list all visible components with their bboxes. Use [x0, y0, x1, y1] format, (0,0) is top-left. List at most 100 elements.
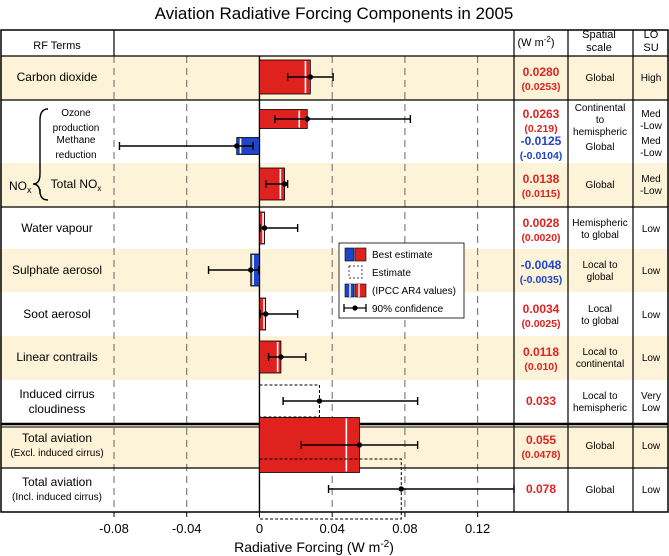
row-ipcc-value: (0.0478): [521, 449, 560, 461]
x-tick-label: 0.04: [320, 521, 345, 536]
estimate-dot: [304, 116, 310, 122]
row-ipcc-value: (0.219): [524, 123, 557, 135]
row-scale: Global: [586, 142, 615, 153]
x-axis-label-close: ): [389, 539, 394, 555]
header-units-a: (W m: [517, 37, 543, 49]
row-ipcc-value: (0.0253): [521, 81, 560, 93]
row-scale: Hemispheric: [572, 218, 628, 229]
legend-swatch-estimate: [348, 265, 363, 279]
row-scale: Global: [586, 441, 615, 452]
row-scale: Local to: [582, 260, 617, 271]
x-axis-label-sup: -2: [380, 539, 389, 550]
estimate-dot: [281, 181, 288, 187]
row-label: Ozone: [61, 108, 91, 119]
row-label: Linear contrails: [16, 350, 97, 364]
row-label: reduction: [55, 150, 96, 161]
row-value: 0.0280: [523, 65, 560, 79]
row-label: (Incl. induced cirrus): [12, 492, 102, 503]
header-units-b: ): [551, 37, 555, 49]
row-ipcc-value: (0.0025): [521, 318, 560, 330]
legend-ipcc-label: (IPCC AR4 values): [372, 286, 456, 297]
row-ipcc-value: (-0.0104): [520, 150, 563, 162]
row-scale: Continental: [575, 103, 626, 114]
legend-conf-label: 90% confidence: [372, 304, 444, 315]
header-units-sup: -2: [544, 35, 552, 44]
row-value: 0.055: [526, 433, 556, 447]
row-label: Total aviation: [22, 475, 92, 489]
nox-group-label-main: NO: [9, 179, 27, 193]
row-value: 0.0138: [523, 172, 560, 186]
row-band: [0, 336, 669, 380]
row-scale: Local to: [582, 347, 617, 358]
row-label: Carbon dioxide: [17, 70, 98, 84]
row-losu: Low: [642, 224, 661, 235]
row-losu: Low: [642, 441, 661, 452]
row-ipcc-value: (0.0020): [521, 232, 560, 244]
row-losu: Low: [642, 403, 661, 414]
row-losu: Low: [642, 310, 661, 321]
row-band: [0, 56, 669, 100]
row-scale: to global: [581, 316, 619, 327]
legend-conf-dot: [352, 305, 358, 311]
header-losu-2: SU: [643, 42, 658, 54]
row-scale: to: [596, 115, 605, 126]
estimate-dot: [278, 354, 284, 360]
estimate-dot: [356, 442, 363, 448]
header-units: (W m-2): [517, 35, 554, 49]
estimate-dot: [262, 311, 269, 317]
row-label: (Excl. induced cirrus): [10, 448, 103, 459]
x-tick-label: -0.08: [99, 521, 129, 536]
header-losu-1: LO: [644, 29, 659, 41]
chart-title: Aviation Radiative Forcing Components in…: [155, 4, 514, 23]
row-ipcc-value: (-0.0035): [520, 274, 563, 286]
row-losu: Med: [641, 109, 660, 120]
row-scale: Local to: [582, 391, 617, 402]
row-value: 0.033: [526, 394, 556, 408]
outer-border: [0, 29, 669, 513]
legend-estimate-label: Estimate: [372, 268, 411, 279]
row-value: 0.0263: [523, 107, 560, 121]
estimate-dot: [307, 74, 314, 80]
nox-group-label-sub: x: [27, 185, 32, 195]
row-scale: continental: [576, 359, 624, 370]
row-value: 0.078: [526, 482, 556, 496]
estimate-dot: [234, 143, 240, 149]
nox-group-label: NOx: [9, 179, 32, 195]
row-label: Total NOx: [51, 177, 102, 193]
row-label: Methane: [57, 135, 96, 146]
x-tick-label: 0: [256, 521, 263, 536]
row-scale: Global: [586, 180, 615, 191]
row-value: 0.0028: [523, 216, 560, 230]
header-rf-terms: RF Terms: [33, 40, 81, 52]
legend: Best estimate Estimate (IPCC AR4 values)…: [338, 242, 465, 319]
row-losu: Med: [641, 174, 660, 185]
x-tick-label: 0.12: [465, 521, 490, 536]
x-tick-label: -0.04: [172, 521, 202, 536]
row-ipcc-value: (0.0115): [522, 188, 561, 200]
row-losu: High: [641, 73, 662, 84]
row-value: -0.0048: [521, 258, 562, 272]
x-axis: -0.08 -0.04 0 0.04 0.08 0.12 Radiative Forcing…: [99, 512, 490, 555]
row-losu: Very: [641, 391, 661, 402]
row-losu: Low: [642, 353, 661, 364]
row-value: -0.0125: [521, 134, 562, 148]
row-losu: Med: [641, 136, 660, 147]
header-scale-2: scale: [586, 42, 612, 54]
row-scale: Local: [588, 304, 612, 315]
estimate-dot: [261, 225, 268, 231]
row-losu: -Low: [640, 186, 662, 197]
row-value: 0.0118: [523, 345, 559, 359]
legend-swatch-blue: [344, 247, 355, 262]
row-scale: global: [587, 272, 614, 283]
row-label: production: [53, 123, 100, 134]
x-axis-label: Radiative Forcing (W m-2): [234, 539, 394, 555]
legend-swatch-ipcc-red: [354, 283, 367, 298]
row-losu: Low: [642, 266, 661, 277]
row-scale: Global: [586, 73, 615, 84]
header-scale-1: Spatial: [582, 29, 616, 41]
nox-brace: [32, 108, 49, 201]
row-label: Water vapour: [21, 221, 93, 235]
row-ipcc-value: (0.010): [524, 361, 557, 373]
legend-swatch-red: [354, 247, 367, 262]
